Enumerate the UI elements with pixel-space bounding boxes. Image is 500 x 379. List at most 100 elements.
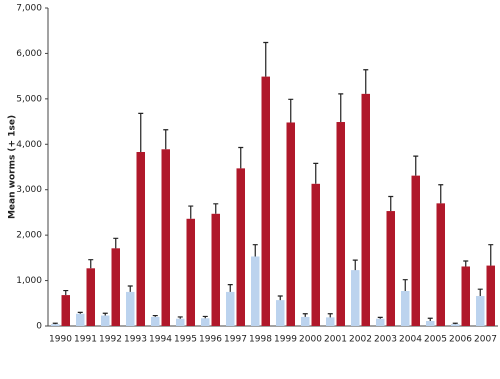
error-bar: [263, 41, 269, 77]
x-tick-label: 1997: [224, 335, 247, 345]
error-bar: [88, 259, 94, 269]
error-bar: [438, 184, 444, 204]
y-tick-label: 7,000: [16, 4, 42, 14]
x-tick-label: 2000: [299, 335, 322, 345]
bar: [261, 76, 270, 327]
bar: [76, 313, 85, 326]
x-tick-label: 1993: [124, 335, 147, 345]
error-bar: [302, 313, 308, 317]
bar: [51, 324, 60, 326]
y-tick-label: 5,000: [16, 94, 42, 104]
bar: [211, 213, 220, 326]
bar: [326, 317, 335, 326]
y-axis-title: Mean worms (+ 1se): [8, 115, 18, 219]
bar: [276, 300, 285, 326]
y-tick-label: 0: [36, 322, 42, 332]
x-tick-label: 1992: [99, 335, 122, 345]
error-bar: [338, 93, 344, 123]
x-tick-label: 2007: [474, 335, 497, 345]
error-bar: [202, 315, 208, 319]
bar: [161, 149, 170, 326]
bar: [386, 211, 395, 326]
error-bar: [138, 112, 144, 153]
error-bar: [377, 316, 383, 319]
x-tick-label: 1999: [274, 335, 297, 345]
x-tick-label: 2002: [349, 335, 372, 345]
error-bar: [352, 259, 358, 271]
bar: [286, 122, 295, 326]
y-tick-label: 4,000: [16, 140, 42, 150]
bar: [401, 291, 410, 326]
bar: [336, 122, 345, 326]
error-bar: [327, 313, 333, 318]
error-bar: [313, 162, 319, 184]
error-bar: [277, 295, 283, 301]
error-bar: [427, 317, 433, 322]
bar: [101, 315, 110, 326]
bar: [411, 175, 420, 326]
x-tick-label: 1995: [174, 335, 197, 345]
bar: [236, 168, 245, 326]
y-tick-label: 6,000: [16, 49, 42, 59]
error-bar: [63, 289, 69, 296]
error-bar: [127, 285, 133, 292]
bar: [186, 218, 195, 326]
y-tick-label: 1,000: [16, 276, 42, 286]
x-tick-label: 2005: [424, 335, 447, 345]
bar: [151, 316, 160, 326]
error-bar: [152, 314, 158, 317]
bar: [86, 268, 95, 326]
x-tick-label: 2006: [449, 335, 472, 345]
y-tick-label: 3,000: [16, 185, 42, 195]
error-bar: [477, 288, 483, 297]
bar: [376, 318, 385, 326]
bar: [361, 93, 370, 326]
bar: [451, 324, 460, 326]
error-bar: [52, 322, 58, 325]
x-tick-label: 1996: [199, 335, 222, 345]
y-tick-label: 2,000: [16, 231, 42, 241]
x-tick-label: 2003: [374, 335, 397, 345]
x-tick-label: 1994: [149, 335, 172, 345]
bar: [136, 152, 145, 326]
error-bar: [452, 322, 458, 325]
error-bar: [77, 311, 83, 314]
error-bar: [252, 244, 258, 257]
bar: [126, 291, 135, 326]
bar: [111, 248, 120, 326]
error-bar: [102, 312, 108, 316]
error-bar: [163, 129, 169, 150]
error-bar: [188, 205, 194, 219]
bar: [436, 203, 445, 326]
error-bar: [213, 203, 219, 214]
error-bar: [413, 155, 419, 176]
bar: [61, 295, 70, 326]
x-tick-label: 1991: [74, 335, 97, 345]
bar: [461, 266, 470, 326]
error-bar: [363, 69, 369, 94]
error-bar: [238, 146, 244, 169]
bar: [351, 270, 360, 326]
x-tick-label: 1990: [49, 335, 72, 345]
bar: [426, 321, 435, 326]
error-bar: [388, 195, 394, 212]
x-tick-label: 2004: [399, 335, 422, 345]
bar: [226, 291, 235, 326]
bar: [476, 296, 485, 326]
error-bar: [463, 260, 469, 267]
bar: [251, 256, 260, 326]
x-tick-label: 2001: [324, 335, 347, 345]
bar: [201, 318, 210, 326]
bar: [486, 265, 495, 326]
error-bar: [227, 284, 233, 292]
x-tick-label: 1998: [249, 335, 272, 345]
bar: [301, 316, 310, 326]
error-bar: [288, 98, 294, 123]
error-bar: [177, 316, 183, 319]
error-bar: [488, 244, 494, 266]
error-bar: [113, 237, 119, 249]
error-bar: [402, 279, 408, 292]
bar: [311, 183, 320, 326]
bar: [176, 318, 185, 326]
